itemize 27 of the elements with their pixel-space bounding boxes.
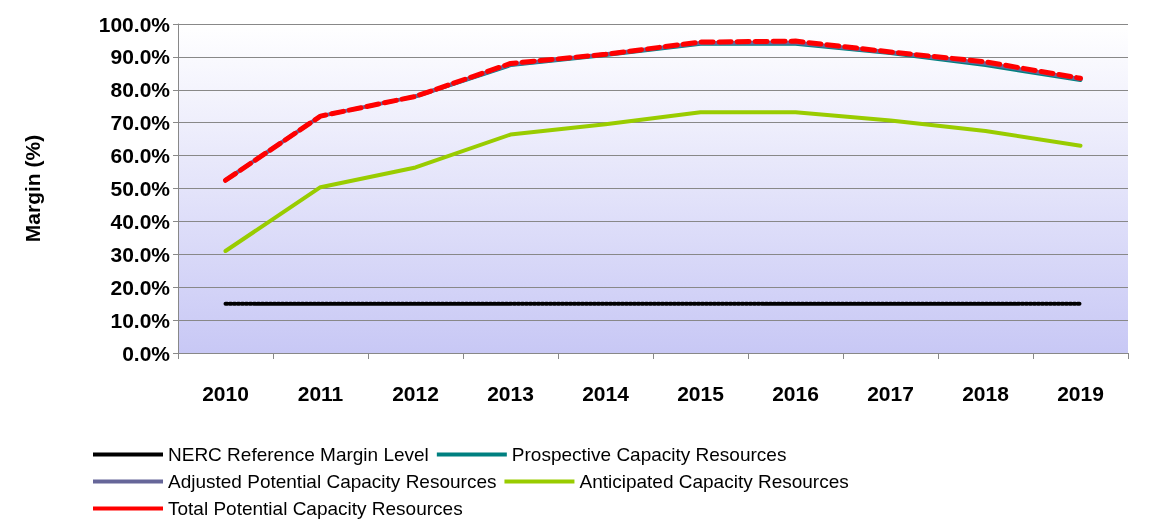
legend-label: Prospective Capacity Resources	[511, 444, 787, 465]
x-tick-label: 2013	[487, 382, 534, 405]
y-tick-label: 100.0%	[98, 12, 171, 36]
legend-label: Anticipated Capacity Resources	[579, 471, 849, 492]
x-tick-label: 2014	[582, 382, 630, 405]
y-tick-label: 60.0%	[110, 144, 171, 168]
x-tick-label: 2010	[202, 382, 249, 405]
x-tick-label: 2016	[772, 382, 819, 405]
y-tick-label: 80.0%	[110, 78, 171, 102]
x-tick-label: 2015	[677, 382, 725, 405]
x-tick-label: 2017	[867, 382, 914, 405]
y-tick-label: 10.0%	[110, 308, 171, 332]
y-tick-label: 90.0%	[110, 45, 171, 69]
y-tick-label: 50.0%	[110, 177, 171, 200]
legend-label: Total Potential Capacity Resources	[168, 498, 463, 519]
y-tick-label: 20.0%	[110, 275, 171, 299]
y-tick-label: 70.0%	[110, 111, 171, 135]
x-tick-label: 2012	[392, 382, 439, 405]
legend-label: NERC Reference Margin Level	[168, 444, 429, 465]
y-tick-label: 0.0%	[122, 341, 171, 365]
x-tick-label: 2011	[297, 382, 344, 405]
y-tick-label: 40.0%	[110, 209, 171, 233]
y-axis-title: Margin (%)	[21, 134, 44, 243]
x-tick-label: 2018	[962, 382, 1010, 405]
x-tick-label: 2019	[1057, 382, 1104, 405]
y-tick-label: 30.0%	[110, 242, 171, 266]
legend-label: Adjusted Potential Capacity Resources	[168, 471, 497, 492]
